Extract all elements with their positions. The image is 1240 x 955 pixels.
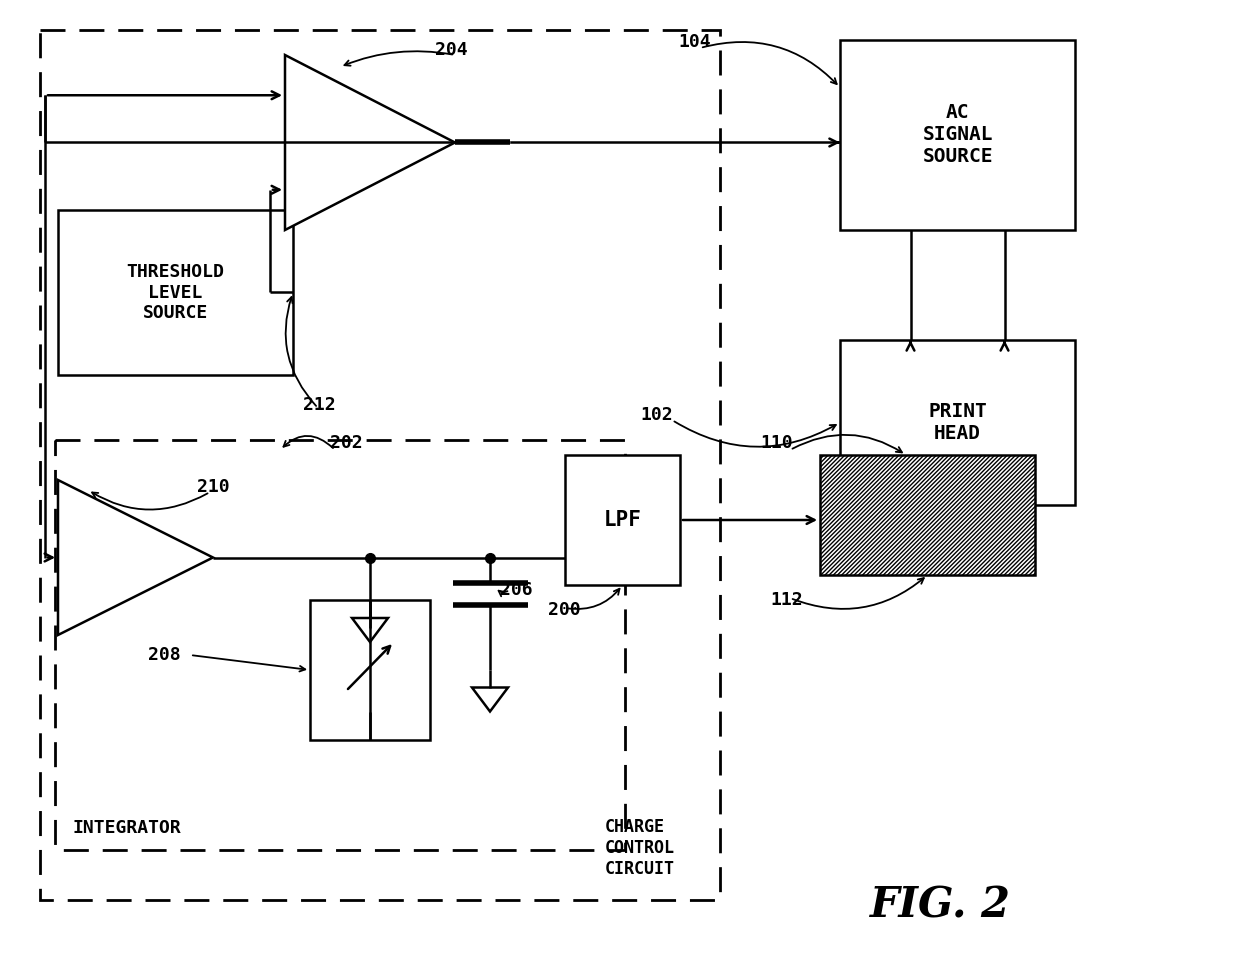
Text: 102: 102	[640, 406, 672, 424]
Text: 110: 110	[760, 434, 792, 452]
Polygon shape	[839, 340, 1075, 505]
Polygon shape	[285, 55, 455, 230]
Text: PRINT
HEAD: PRINT HEAD	[928, 402, 987, 443]
Text: INTEGRATOR: INTEGRATOR	[73, 819, 182, 837]
Text: FIG. 2: FIG. 2	[870, 884, 1011, 926]
Polygon shape	[820, 455, 1035, 575]
Polygon shape	[839, 40, 1075, 230]
Text: 200: 200	[548, 601, 580, 619]
Text: LPF: LPF	[604, 510, 641, 530]
Polygon shape	[565, 455, 680, 585]
Polygon shape	[58, 210, 293, 375]
Text: 206: 206	[500, 581, 533, 599]
Polygon shape	[58, 480, 213, 635]
Text: 104: 104	[678, 33, 711, 51]
Text: 204: 204	[435, 41, 467, 59]
Text: CHARGE
CONTROL
CIRCUIT: CHARGE CONTROL CIRCUIT	[605, 818, 675, 878]
Text: 202: 202	[330, 434, 362, 452]
Text: 112: 112	[770, 591, 802, 609]
Text: 212: 212	[303, 396, 336, 414]
Text: THRESHOLD
LEVEL
SOURCE: THRESHOLD LEVEL SOURCE	[126, 263, 224, 322]
Polygon shape	[472, 688, 508, 711]
Text: 208: 208	[148, 646, 181, 664]
Text: AC
SIGNAL
SOURCE: AC SIGNAL SOURCE	[923, 103, 993, 166]
Polygon shape	[310, 600, 430, 740]
Text: 210: 210	[197, 478, 229, 496]
Polygon shape	[352, 618, 388, 642]
